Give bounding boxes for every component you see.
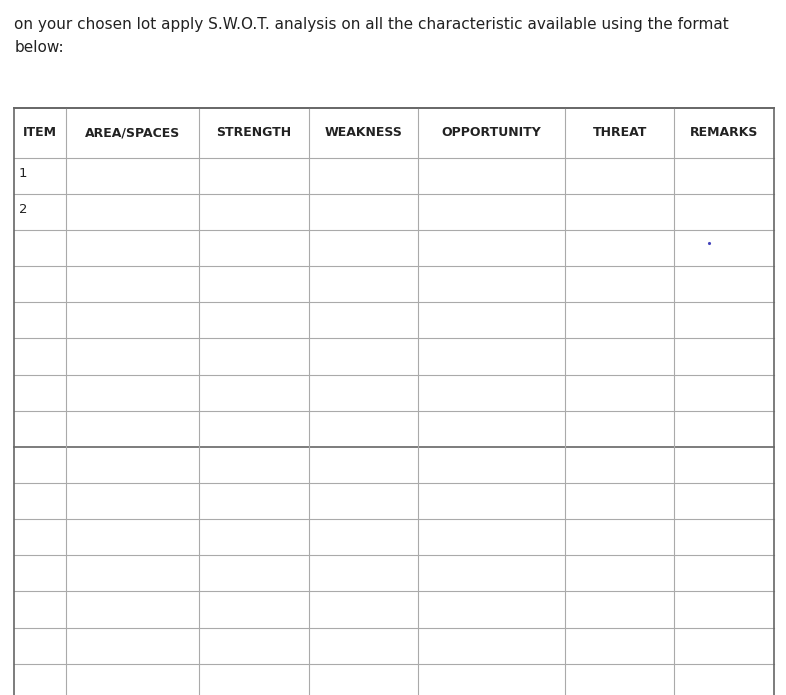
Text: THREAT: THREAT <box>593 126 647 139</box>
Text: AREA/SPACES: AREA/SPACES <box>86 126 181 139</box>
Text: 2: 2 <box>19 203 28 216</box>
Text: WEAKNESS: WEAKNESS <box>325 126 402 139</box>
Text: 1: 1 <box>19 167 28 180</box>
Text: STRENGTH: STRENGTH <box>216 126 292 139</box>
Text: on your chosen lot apply S.W.O.T. analysis on all the characteristic available u: on your chosen lot apply S.W.O.T. analys… <box>14 17 729 55</box>
Text: REMARKS: REMARKS <box>690 126 758 139</box>
Text: ITEM: ITEM <box>24 126 57 139</box>
Text: OPPORTUNITY: OPPORTUNITY <box>442 126 542 139</box>
